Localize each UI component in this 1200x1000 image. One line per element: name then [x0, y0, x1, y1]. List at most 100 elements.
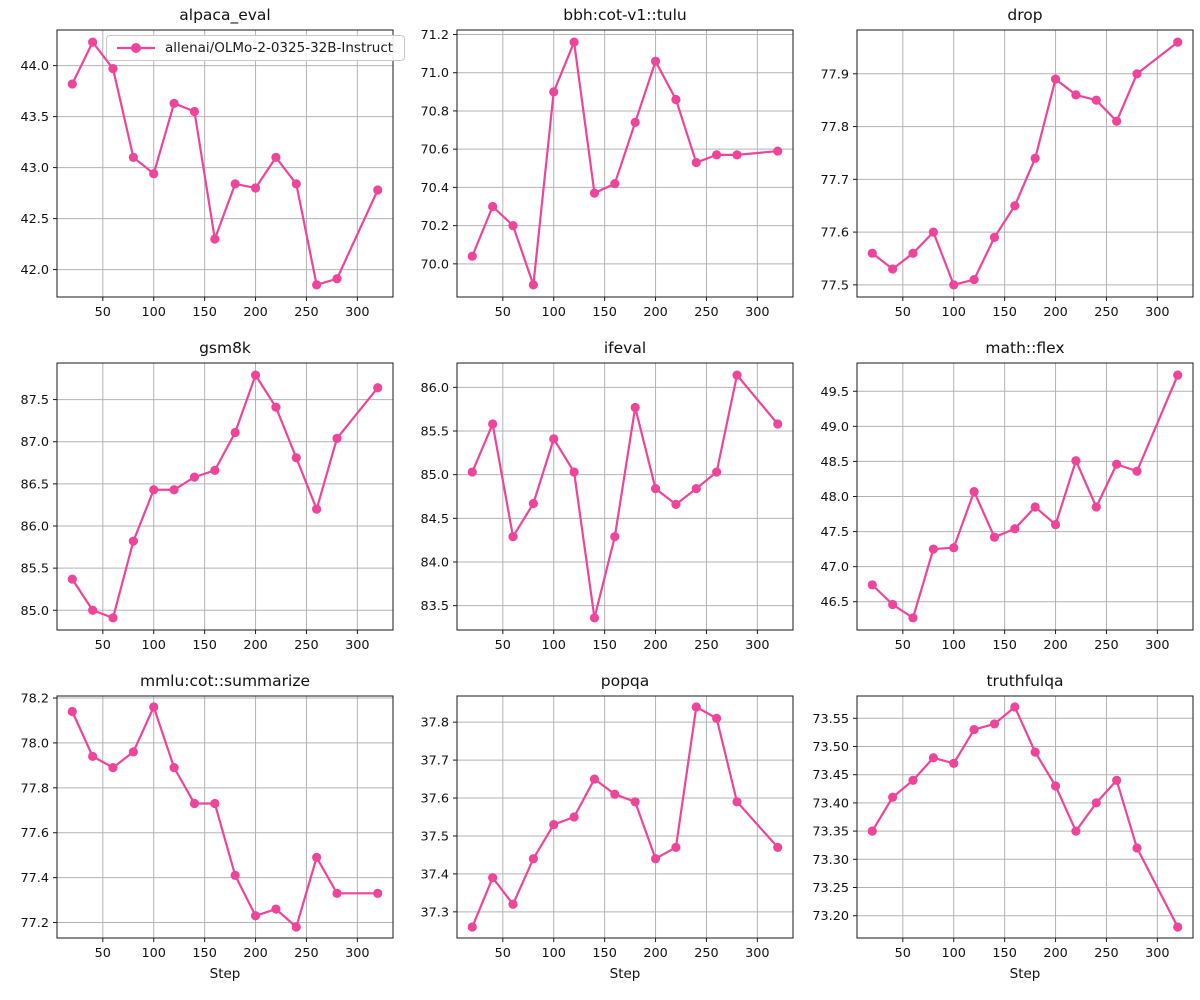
data-point — [1091, 95, 1101, 105]
data-point — [1071, 826, 1081, 836]
y-tick-label: 71.2 — [421, 28, 450, 43]
data-point — [691, 702, 701, 712]
subplot: math::flex 46.5 47.0 47.5 48.0 48.5 49.0 49.5 5… — [800, 333, 1200, 666]
chart-canvas: 77.5 77.6 77.7 77.8 77.9 50 100 150 200 250 300 — [821, 29, 1194, 320]
data-point — [610, 789, 620, 799]
y-tick-label: 47.0 — [821, 560, 850, 575]
data-point — [332, 274, 342, 284]
data-point — [1010, 201, 1020, 211]
x-tick-label: 300 — [345, 305, 369, 320]
subplot: drop 77.5 77.6 77.7 77.8 77.9 50 100 150 200 250 3… — [800, 0, 1200, 333]
data-point — [969, 274, 979, 285]
data-point — [732, 370, 742, 380]
data-point — [989, 719, 1000, 729]
data-point — [271, 152, 281, 162]
data-point — [488, 873, 498, 883]
x-tick-label: 300 — [745, 946, 769, 961]
x-tick-label: 200 — [243, 946, 267, 961]
subplot: popqa 37.3 37.4 37.5 37.6 37.7 37.8 50 100 150 20… — [400, 666, 800, 1000]
data-point — [712, 713, 722, 723]
data-point — [271, 402, 281, 412]
data-point — [1010, 524, 1020, 534]
chart-title: bbh:cot-v1::tulu — [563, 6, 687, 24]
y-tick-label: 73.55 — [812, 712, 849, 727]
y-tick-label: 78.0 — [21, 736, 50, 751]
y-tick-label: 73.50 — [812, 740, 849, 755]
x-tick-label: 150 — [592, 305, 616, 320]
subplot: bbh:cot-v1::tulu 70.0 70.2 70.4 70.6 70.8 71.… — [400, 0, 800, 333]
y-tick-label: 70.8 — [421, 104, 450, 119]
chart-canvas: 85.0 85.5 86.0 86.5 87.0 87.5 50 100 150 200 250 30… — [21, 362, 394, 653]
y-tick-label: 46.5 — [821, 595, 850, 610]
x-axis-label: Step — [209, 966, 241, 982]
data-point — [1132, 69, 1142, 79]
y-tick-label: 73.30 — [812, 853, 849, 868]
data-point — [1050, 74, 1061, 84]
x-tick-label: 150 — [592, 638, 616, 653]
y-tick-label: 86.5 — [21, 477, 50, 492]
data-point — [250, 911, 261, 921]
axes-spines — [56, 695, 394, 939]
legend-line-marker-icon — [117, 43, 155, 53]
y-tick-label: 48.5 — [821, 455, 850, 470]
y-tick-label: 42.0 — [21, 263, 50, 278]
data-point — [1091, 798, 1101, 808]
data-point — [569, 812, 579, 822]
x-tick-label: 200 — [1043, 946, 1067, 961]
x-tick-label: 100 — [542, 305, 566, 320]
y-tick-label: 49.5 — [821, 385, 850, 400]
data-point — [589, 774, 600, 784]
data-point — [773, 146, 783, 156]
data-point — [189, 798, 200, 809]
y-tick-label: 47.5 — [821, 525, 850, 540]
data-point — [650, 484, 661, 494]
y-tick-label: 73.25 — [812, 881, 849, 896]
x-axis-label: Step — [609, 966, 641, 982]
x-tick-label: 150 — [992, 638, 1016, 653]
data-point — [250, 183, 261, 193]
x-tick-label: 100 — [942, 946, 966, 961]
y-tick-label: 86.0 — [421, 381, 450, 396]
data-point — [691, 157, 701, 168]
data-point — [1030, 747, 1040, 757]
data-point — [373, 185, 383, 195]
data-point — [1050, 519, 1061, 530]
chart-title: drop — [1007, 6, 1043, 24]
chart-canvas: 42.0 42.5 43.0 43.5 44.0 50 100 150 200 250 300 — [21, 29, 394, 320]
y-tick-label: 77.7 — [821, 173, 850, 188]
data-point — [88, 37, 98, 47]
data-point — [908, 248, 918, 258]
x-tick-label: 50 — [95, 305, 111, 320]
x-tick-label: 250 — [294, 638, 318, 653]
data-point — [989, 232, 1000, 242]
data-point — [928, 753, 938, 763]
x-tick-label: 100 — [942, 305, 966, 320]
y-tick-label: 37.7 — [421, 754, 450, 769]
data-point — [488, 419, 498, 429]
data-point — [732, 150, 742, 160]
y-tick-label: 87.0 — [21, 435, 50, 450]
x-tick-label: 250 — [694, 305, 718, 320]
x-tick-label: 250 — [694, 638, 718, 653]
y-tick-label: 77.8 — [21, 781, 50, 796]
series-line — [871, 705, 1179, 929]
y-tick-label: 87.5 — [21, 393, 50, 408]
series-line — [71, 705, 379, 929]
y-tick-label: 85.0 — [21, 604, 50, 619]
data-point — [528, 498, 538, 509]
x-tick-label: 50 — [895, 946, 911, 961]
y-tick-label: 83.5 — [421, 599, 450, 614]
data-point — [467, 467, 477, 477]
data-point — [671, 94, 681, 105]
data-point — [332, 433, 342, 443]
data-point — [589, 188, 600, 198]
data-point — [1071, 456, 1081, 466]
x-tick-label: 300 — [1145, 946, 1169, 961]
chart-title: popqa — [600, 672, 650, 690]
x-tick-label: 200 — [1043, 638, 1067, 653]
chart-canvas: 37.3 37.4 37.5 37.6 37.7 37.8 50 100 150 200 250 30… — [421, 695, 794, 961]
data-point — [291, 922, 301, 932]
data-point — [291, 179, 301, 189]
y-tick-label: 77.4 — [21, 871, 50, 886]
